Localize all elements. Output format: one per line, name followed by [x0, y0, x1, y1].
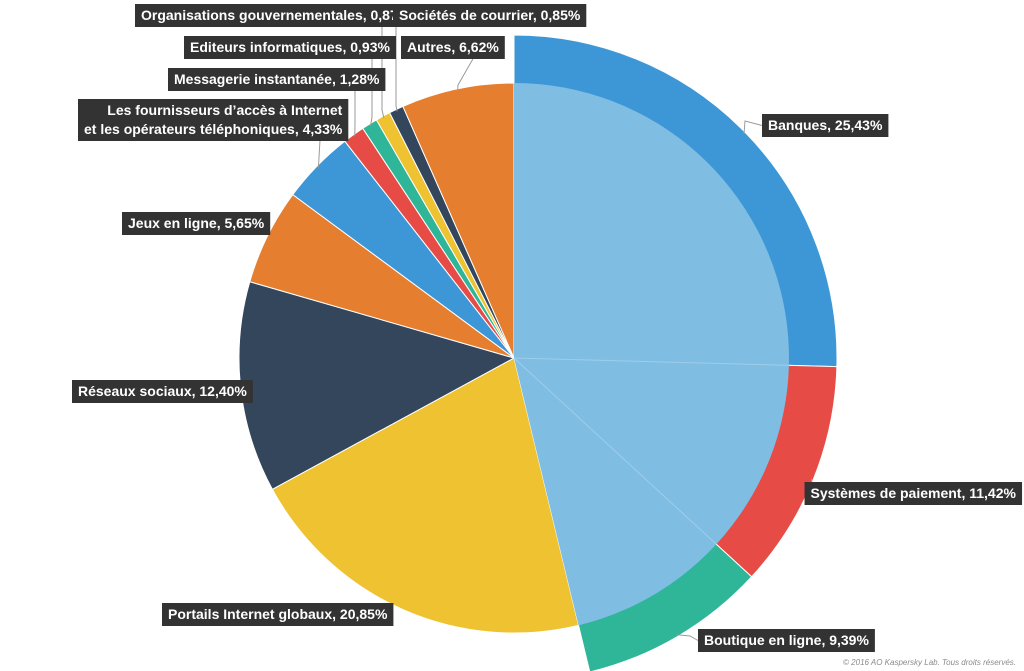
slice-label-1: Systèmes de paiement, 11,42% [804, 482, 1023, 505]
slice-label-bg-6 [78, 99, 349, 141]
inner-divider-1 [513, 357, 717, 545]
slice-label-bg-2 [698, 629, 875, 652]
slice-label-text-2-0: Boutique en ligne, 9,39% [704, 632, 869, 648]
slice-label-text-4-0: Réseaux sociaux, 12,40% [78, 383, 247, 399]
slice-label-text-1-0: Systèmes de paiement, 11,42% [811, 485, 1017, 501]
slice-label-text-9-0: Organisations gouvernementales, 0,87% [141, 7, 411, 23]
slice-label-text-3-0: Portails Internet globaux, 20,85% [168, 606, 388, 622]
leader-line-11 [457, 58, 474, 91]
inner-financial-group [513, 83, 789, 626]
slice-label-8: Editeurs informatiques, 0,93% [184, 36, 396, 59]
slice-label-11: Autres, 6,62% [401, 36, 505, 59]
slice-label-bg-0 [762, 114, 889, 137]
slice-label-bg-1 [804, 482, 1023, 505]
leader-line-10 [395, 27, 398, 112]
slice-label-text-10-0: Sociétés de courrier, 0,85% [399, 7, 581, 23]
slice-labels: Banques, 25,43% Systèmes de paiement, 11,… [72, 4, 1023, 652]
slice-label-bg-4 [72, 380, 253, 403]
leader-line-0 [743, 120, 763, 135]
slice-label-0: Banques, 25,43% [762, 114, 889, 137]
copyright-notice: © 2016 AO Kaspersky Lab. Tous droits rés… [843, 658, 1016, 667]
slice-label-bg-11 [401, 36, 505, 59]
inner-divider-0 [513, 357, 789, 366]
slice-label-text-7-0: Messagerie instantanée, 1,28% [174, 71, 380, 87]
slice-label-7: Messagerie instantanée, 1,28% [168, 68, 386, 91]
pie-slice-3 [271, 357, 580, 634]
slice-label-bg-7 [168, 68, 386, 91]
slice-label-text-8-0: Editeurs informatiques, 0,93% [190, 39, 390, 55]
slice-label-5: Jeux en ligne, 5,65% [122, 212, 271, 235]
inner-overlay [514, 83, 789, 626]
slice-label-6: Les fournisseurs d’accès à Internet et le… [78, 99, 349, 141]
slice-label-text-6-1: et les opérateurs téléphoniques, 4,33% [84, 121, 343, 137]
slice-label-9: Organisations gouvernementales, 0,87% [135, 4, 417, 27]
slice-label-bg-9 [135, 4, 417, 27]
slice-label-text-0-0: Banques, 25,43% [768, 117, 883, 133]
slice-label-2: Boutique en ligne, 9,39% [698, 629, 875, 652]
slice-label-3: Portails Internet globaux, 20,85% [162, 603, 394, 626]
slice-label-text-6-0: Les fournisseurs d’accès à Internet [107, 102, 342, 118]
slice-label-10: Sociétés de courrier, 0,85% [393, 4, 587, 27]
slice-label-text-11-0: Autres, 6,62% [407, 39, 499, 55]
slice-label-bg-8 [184, 36, 396, 59]
slice-label-4: Réseaux sociaux, 12,40% [72, 380, 253, 403]
slice-label-bg-3 [162, 603, 394, 626]
leader-line-2 [676, 634, 699, 641]
slice-label-bg-5 [122, 212, 271, 235]
slice-label-text-5-0: Jeux en ligne, 5,65% [128, 215, 265, 231]
slice-label-bg-10 [393, 4, 587, 27]
